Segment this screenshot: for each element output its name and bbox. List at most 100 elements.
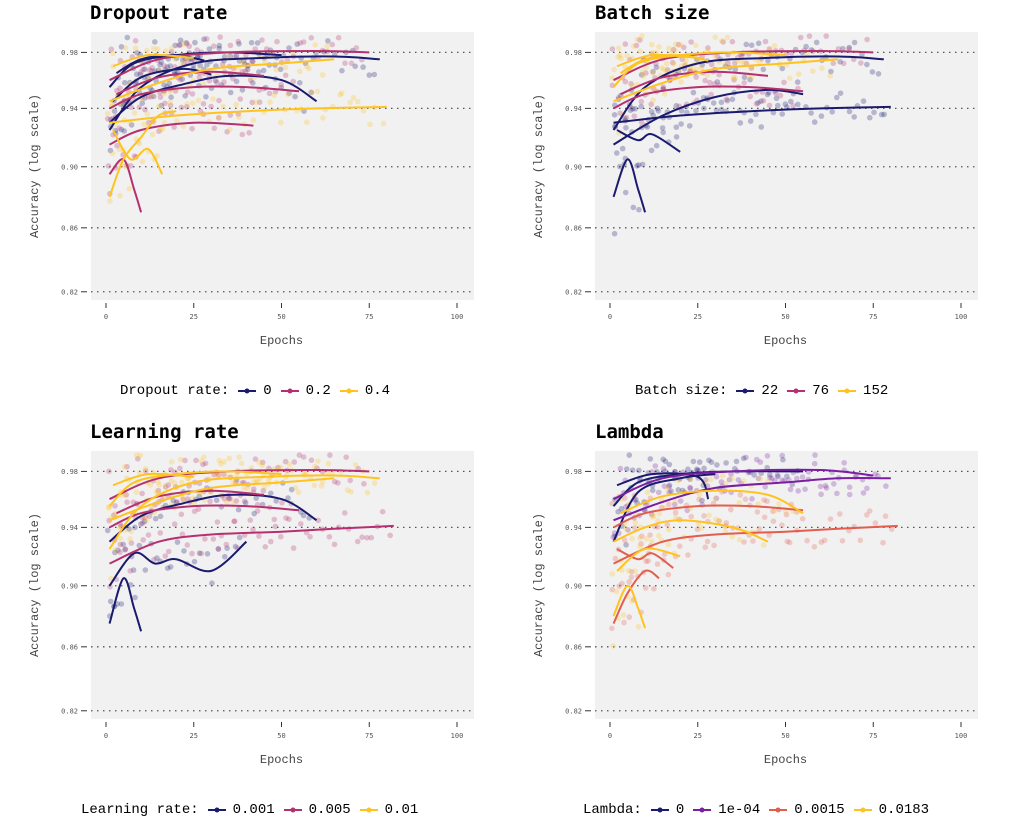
data-point <box>654 561 661 567</box>
data-point <box>761 497 767 503</box>
data-point <box>741 80 747 86</box>
data-point <box>114 142 120 149</box>
y-tick-label: 0.98 <box>565 49 582 57</box>
data-point <box>219 61 226 68</box>
data-point <box>108 46 115 52</box>
data-point <box>611 112 618 118</box>
data-point <box>181 41 187 47</box>
data-point <box>331 478 338 485</box>
data-point <box>860 98 867 104</box>
data-point <box>741 539 747 545</box>
data-point <box>624 52 630 59</box>
data-point <box>630 43 637 49</box>
data-point <box>315 458 321 464</box>
data-point <box>660 129 666 136</box>
series-line <box>109 105 387 124</box>
data-point <box>823 33 829 39</box>
data-point <box>361 481 367 487</box>
data-point <box>168 467 174 473</box>
data-point <box>779 522 785 528</box>
data-point <box>696 491 703 498</box>
data-point <box>766 89 772 96</box>
data-point <box>167 63 173 69</box>
data-point <box>265 477 272 483</box>
data-point <box>655 489 662 496</box>
data-point <box>368 534 375 541</box>
data-point <box>179 57 186 63</box>
data-point <box>285 495 291 501</box>
data-point <box>757 459 764 465</box>
data-point <box>288 486 295 493</box>
series-line <box>620 70 769 96</box>
data-point <box>617 163 623 170</box>
legend-label: 0.0183 <box>878 802 930 818</box>
data-point <box>637 48 643 54</box>
series-line <box>116 70 265 96</box>
data-point <box>273 66 280 73</box>
y-tick-label: 0.94 <box>565 524 582 532</box>
data-point <box>137 452 144 459</box>
data-point <box>714 462 720 468</box>
data-point <box>794 79 801 85</box>
data-point <box>665 571 672 578</box>
data-point <box>741 74 748 81</box>
data-point <box>818 491 824 498</box>
data-point <box>195 97 202 104</box>
data-point <box>213 497 220 503</box>
data-point <box>318 483 325 489</box>
data-point <box>628 574 635 580</box>
y-tick-label: 0.94 <box>61 105 78 113</box>
y-axis-label: Accuracy (log scale) <box>532 94 546 238</box>
data-point <box>795 101 801 108</box>
data-point <box>653 142 660 149</box>
data-point <box>168 48 175 55</box>
legend-label: 1e-04 <box>718 802 761 818</box>
data-point <box>141 121 148 128</box>
data-point <box>690 458 697 465</box>
data-point <box>617 110 623 116</box>
data-point <box>772 507 778 514</box>
data-point <box>769 475 775 482</box>
series-line <box>109 85 300 110</box>
data-point <box>783 511 790 518</box>
data-point <box>387 532 394 539</box>
data-point <box>286 516 292 522</box>
data-point <box>292 93 298 100</box>
data-point <box>686 123 693 129</box>
data-point <box>215 472 222 478</box>
legend-swatch-icon <box>283 807 302 813</box>
data-point <box>132 594 138 601</box>
data-point <box>758 124 765 130</box>
data-point <box>248 39 255 46</box>
data-point <box>765 57 771 64</box>
data-point <box>702 544 709 550</box>
data-point <box>858 60 864 66</box>
data-point <box>216 115 222 121</box>
data-point <box>672 41 679 47</box>
data-point <box>324 43 330 50</box>
data-point <box>347 477 354 484</box>
x-tick-label: 0 <box>104 313 108 321</box>
data-point <box>637 535 643 541</box>
data-point <box>163 48 169 54</box>
data-point <box>619 145 626 152</box>
data-point <box>112 549 118 556</box>
data-point <box>132 38 139 44</box>
data-point <box>161 90 168 97</box>
data-point <box>655 108 662 114</box>
data-point <box>124 34 131 41</box>
data-point <box>718 38 725 44</box>
series-line <box>612 473 716 543</box>
data-point <box>714 79 721 85</box>
data-point <box>756 59 763 65</box>
series-line <box>108 158 143 213</box>
data-point <box>104 110 111 117</box>
data-point <box>172 42 178 49</box>
data-point <box>629 598 635 604</box>
legend-label: 76 <box>812 383 830 399</box>
data-point <box>126 185 133 192</box>
x-tick-label: 75 <box>869 313 877 321</box>
data-point <box>130 499 137 505</box>
data-point <box>355 98 361 105</box>
data-point <box>771 43 778 49</box>
